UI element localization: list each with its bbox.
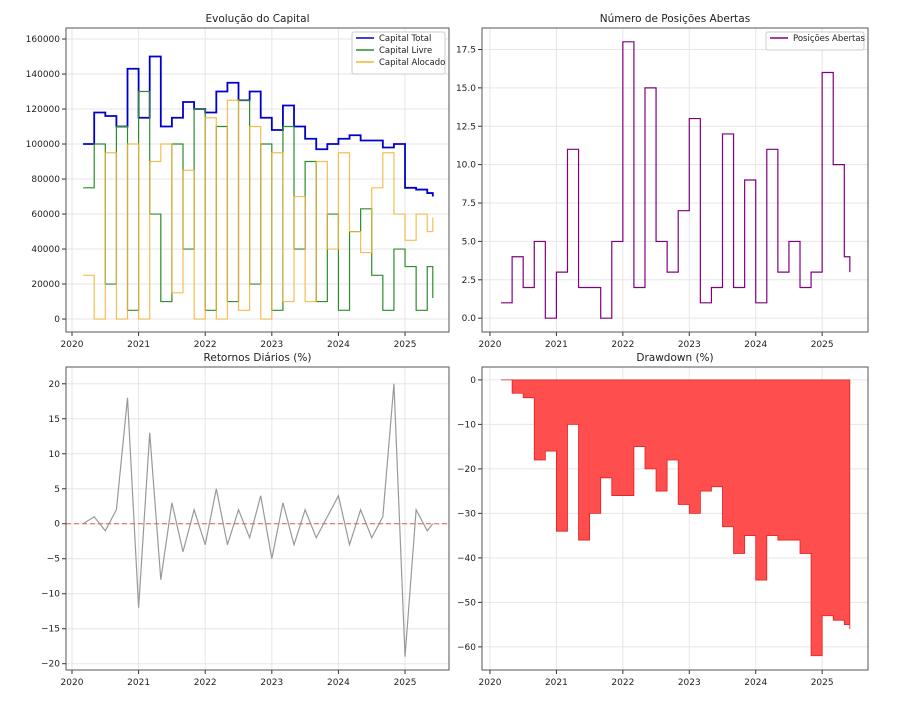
legend: Capital Total Capital Livre Capital Alocad… bbox=[351, 31, 446, 75]
legend: Posições Abertas bbox=[765, 31, 866, 51]
series-line-capital-livre bbox=[83, 90, 434, 311]
y-tick-label: −60 bbox=[457, 643, 476, 653]
y-tick-label: −15 bbox=[41, 625, 60, 635]
x-tick-label: 2020 bbox=[479, 340, 502, 350]
y-tick-label: 20 bbox=[49, 380, 61, 390]
y-tick-label: 60000 bbox=[31, 210, 60, 220]
drawdown-area bbox=[501, 379, 851, 657]
y-tick-label: −10 bbox=[41, 590, 60, 600]
x-tick-label: 2022 bbox=[611, 340, 634, 350]
y-tick-label: 10 bbox=[49, 450, 61, 460]
y-tick-label: 160000 bbox=[26, 35, 61, 45]
y-tick-label: 5 bbox=[54, 485, 60, 495]
y-tick-label: 15.0 bbox=[456, 84, 476, 94]
x-tick-label: 2023 bbox=[678, 340, 701, 350]
series-line-values bbox=[82, 383, 434, 657]
y-tick-label: 7.5 bbox=[462, 199, 476, 209]
subplot-2: 2020 2021 2022 2023 2024 2025 −20 −15 −10 −5 0 5 10 1… bbox=[41, 352, 450, 688]
y-tick-label: −5 bbox=[47, 555, 60, 565]
y-tick-label: 0 bbox=[54, 520, 60, 530]
x-tick-label: 2021 bbox=[545, 678, 568, 688]
y-tick-label: 0 bbox=[470, 376, 476, 386]
y-tick-label: −50 bbox=[457, 598, 476, 608]
legend-label: Capital Alocado bbox=[379, 58, 445, 68]
y-tick-label: 10.0 bbox=[456, 161, 476, 171]
y-tick-label: 0 bbox=[54, 315, 60, 325]
y-tick-label: 12.5 bbox=[456, 122, 476, 132]
x-tick-label: 2025 bbox=[811, 678, 834, 688]
y-tick-label: −40 bbox=[457, 554, 476, 564]
subplot-0: 2020 2021 2022 2023 2024 2025 0 20000 40000 60000… bbox=[26, 13, 450, 350]
y-tick-label: 80000 bbox=[31, 175, 60, 185]
y-tick-label: 5.0 bbox=[462, 237, 477, 247]
x-tick-label: 2022 bbox=[194, 678, 217, 688]
chart-title: Retornos Diários (%) bbox=[204, 352, 312, 364]
legend-box bbox=[351, 31, 446, 75]
y-tick-label: 0.0 bbox=[462, 314, 477, 324]
y-tick-label: −30 bbox=[457, 509, 476, 519]
y-tick-label: 100000 bbox=[26, 140, 61, 150]
x-tick-label: 2022 bbox=[611, 678, 634, 688]
y-tick-label: 17.5 bbox=[456, 45, 476, 55]
axes-frame bbox=[65, 366, 450, 671]
legend-label: Posições Abertas bbox=[793, 34, 866, 44]
x-tick-label: 2024 bbox=[744, 678, 767, 688]
x-tick-label: 2020 bbox=[61, 678, 84, 688]
chart-title: Drawdown (%) bbox=[636, 352, 713, 364]
axes-frame bbox=[481, 366, 869, 671]
y-tick-label: −20 bbox=[41, 660, 60, 670]
x-tick-label: 2024 bbox=[327, 678, 350, 688]
x-tick-label: 2024 bbox=[327, 340, 350, 350]
y-tick-label: 2.5 bbox=[462, 276, 476, 286]
x-tick-label: 2025 bbox=[394, 678, 417, 688]
legend-label: Capital Total bbox=[379, 34, 431, 44]
x-tick-label: 2023 bbox=[678, 678, 701, 688]
y-tick-label: 40000 bbox=[31, 245, 60, 255]
legend-box bbox=[765, 31, 865, 51]
x-tick-label: 2023 bbox=[260, 340, 283, 350]
x-tick-label: 2022 bbox=[194, 340, 217, 350]
axes-frame bbox=[65, 27, 450, 333]
chart-title: Número de Posições Abertas bbox=[600, 13, 750, 25]
y-tick-label: 15 bbox=[49, 415, 60, 425]
x-tick-label: 2021 bbox=[127, 340, 150, 350]
y-tick-label: 20000 bbox=[31, 280, 60, 290]
y-tick-label: −10 bbox=[457, 420, 476, 430]
x-tick-label: 2021 bbox=[127, 678, 150, 688]
y-tick-label: 120000 bbox=[26, 105, 61, 115]
subplot-1: 2020 2021 2022 2023 2024 2025 0.0 2.5 5.0 7.5 10.0… bbox=[456, 13, 869, 350]
x-tick-label: 2020 bbox=[61, 340, 84, 350]
x-tick-label: 2021 bbox=[545, 340, 568, 350]
subplot-3: 2020 2021 2022 2023 2024 2025 −60 −50 −40 −30 −20 −… bbox=[457, 352, 869, 688]
legend-label: Capital Livre bbox=[379, 46, 432, 56]
series-line-capital-alocado bbox=[83, 99, 434, 320]
x-tick-label: 2025 bbox=[811, 340, 834, 350]
y-tick-label: −20 bbox=[457, 465, 476, 475]
series-line-capital-total bbox=[83, 55, 434, 197]
y-tick-label: 140000 bbox=[26, 70, 61, 80]
x-tick-label: 2023 bbox=[260, 678, 283, 688]
x-tick-label: 2020 bbox=[479, 678, 502, 688]
x-tick-label: 2025 bbox=[394, 340, 417, 350]
series-line-posições-abertas bbox=[501, 41, 851, 319]
chart-title: Evolução do Capital bbox=[205, 13, 309, 25]
axes-frame bbox=[481, 27, 869, 333]
x-tick-label: 2024 bbox=[744, 340, 767, 350]
